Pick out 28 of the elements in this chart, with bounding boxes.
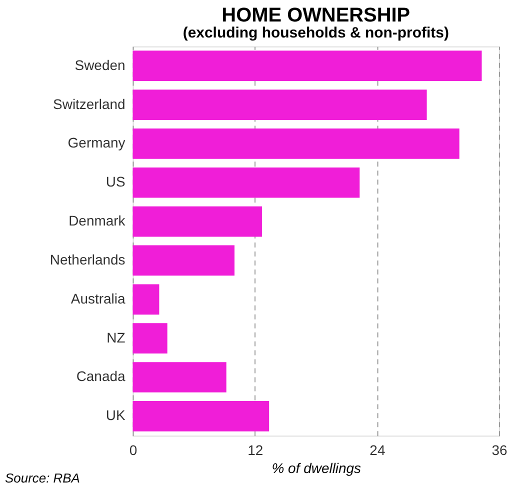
y-tick-label: NZ <box>106 329 126 346</box>
bar <box>132 206 262 237</box>
bar <box>132 323 168 354</box>
chart-title: HOME OWNERSHIP <box>222 4 410 26</box>
bar <box>132 400 270 432</box>
bar <box>132 245 234 276</box>
bar <box>132 284 160 315</box>
bar <box>132 90 427 120</box>
x-tick-label: 24 <box>370 442 386 458</box>
y-tick-label: US <box>106 174 126 190</box>
x-tick-label: 12 <box>248 442 264 458</box>
x-tick-label: 0 <box>129 442 138 458</box>
bar <box>132 167 360 198</box>
y-tick-label: Australia <box>70 290 126 306</box>
y-tick-label: UK <box>106 407 126 424</box>
bar <box>132 128 460 159</box>
source-note: Source: RBA <box>4 470 80 486</box>
x-tick-label: 36 <box>492 442 508 458</box>
y-tick-label: Netherlands <box>50 251 126 268</box>
bar <box>132 362 226 392</box>
bar <box>132 50 482 82</box>
y-tick-label: Canada <box>76 368 126 384</box>
x-axis-title: % of dwellings <box>272 460 362 476</box>
y-tick-label: Sweden <box>74 56 126 73</box>
y-tick-label: Denmark <box>68 212 126 229</box>
y-tick-label: Germany <box>68 134 126 151</box>
chart-subtitle: (excluding households & non-profits) <box>182 24 449 42</box>
y-tick-label: Switzerland <box>53 96 126 112</box>
